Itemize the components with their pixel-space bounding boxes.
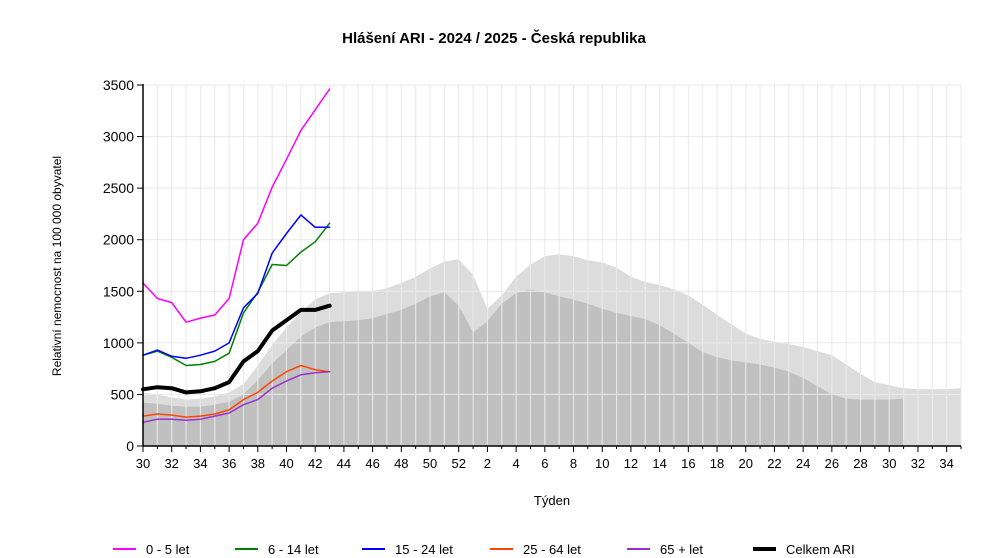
grid-lines — [143, 84, 962, 446]
x-tick-label: 34 — [939, 456, 953, 471]
series-lines — [141, 88, 332, 424]
x-tick-label: 50 — [423, 456, 437, 471]
x-tick-label: 20 — [739, 456, 753, 471]
legend-item: 0 - 5 let — [113, 542, 190, 557]
y-tick-label: 3500 — [103, 77, 134, 93]
series-line-celkem-ari — [141, 303, 332, 395]
x-tick-label: 4 — [513, 456, 520, 471]
x-tick-label: 44 — [337, 456, 351, 471]
axes — [142, 84, 961, 447]
x-tick-label: 48 — [394, 456, 408, 471]
series-line-0-5-let — [142, 88, 331, 323]
x-tick-label: 6 — [541, 456, 548, 471]
y-tick-label: 1000 — [103, 335, 134, 351]
legend-item: 15 - 24 let — [362, 542, 453, 557]
y-tick-label: 0 — [126, 438, 134, 454]
x-tick-label: 22 — [767, 456, 781, 471]
x-tick-label: 24 — [796, 456, 810, 471]
legend-item: Celkem ARI — [753, 542, 855, 557]
x-tick-label: 10 — [595, 456, 609, 471]
x-tick-label: 32 — [164, 456, 178, 471]
series-line-15-24-let — [142, 214, 331, 360]
x-tick-label: 30 — [136, 456, 150, 471]
legend-label: 25 - 64 let — [523, 542, 581, 557]
chart-title: Hlášení ARI - 2024 / 2025 - Česká republ… — [342, 29, 646, 47]
series-line-25-64-let — [142, 364, 331, 418]
legend-item: 25 - 64 let — [490, 542, 581, 557]
x-tick-label: 30 — [882, 456, 896, 471]
y-axis-ticks: 0 500 1000 1500 2000 2500 3000 3500 — [103, 77, 143, 454]
y-tick-label: 2000 — [103, 232, 134, 248]
x-tick-label: 14 — [652, 456, 666, 471]
y-tick-label: 2500 — [103, 180, 134, 196]
y-tick-label: 500 — [111, 386, 135, 402]
x-tick-label: 2 — [484, 456, 491, 471]
x-tick-label: 46 — [365, 456, 379, 471]
x-tick-label: 26 — [825, 456, 839, 471]
x-tick-label: 42 — [308, 456, 322, 471]
x-tick-label: 8 — [570, 456, 577, 471]
x-tick-label: 18 — [710, 456, 724, 471]
x-tick-label: 34 — [193, 456, 207, 471]
legend-label: 0 - 5 let — [146, 542, 190, 557]
y-tick-label: 3000 — [103, 129, 134, 145]
legend-item: 6 - 14 let — [235, 542, 319, 557]
legend-label: 15 - 24 let — [395, 542, 453, 557]
series-line-65-let — [142, 370, 331, 424]
y-tick-label: 1500 — [103, 283, 134, 299]
x-tick-label: 28 — [853, 456, 867, 471]
x-tick-label: 52 — [451, 456, 465, 471]
legend: 0 - 5 let 6 - 14 let 15 - 24 let 25 - 64 le… — [113, 542, 855, 557]
x-axis-ticks: 30 32 34 36 38 40 42 44 46 48 50 52 2 4 6 8 10 12 14 16 18 20… — [136, 446, 962, 471]
x-tick-label: 38 — [251, 456, 265, 471]
x-tick-label: 32 — [911, 456, 925, 471]
lower-band — [143, 289, 904, 446]
series-line-6-14-let — [142, 222, 331, 367]
legend-label: 65 + let — [660, 542, 703, 557]
legend-item: 65 + let — [627, 542, 703, 557]
y-axis-label: Relativní nemocnost na 100 000 obyvatel — [50, 156, 64, 376]
background-bands — [143, 254, 961, 446]
x-tick-label: 12 — [624, 456, 638, 471]
legend-label: Celkem ARI — [786, 542, 855, 557]
x-tick-label: 16 — [681, 456, 695, 471]
x-tick-label: 40 — [279, 456, 293, 471]
x-tick-label: 36 — [222, 456, 236, 471]
x-axis-label: Týden — [534, 493, 570, 508]
legend-label: 6 - 14 let — [268, 542, 319, 557]
